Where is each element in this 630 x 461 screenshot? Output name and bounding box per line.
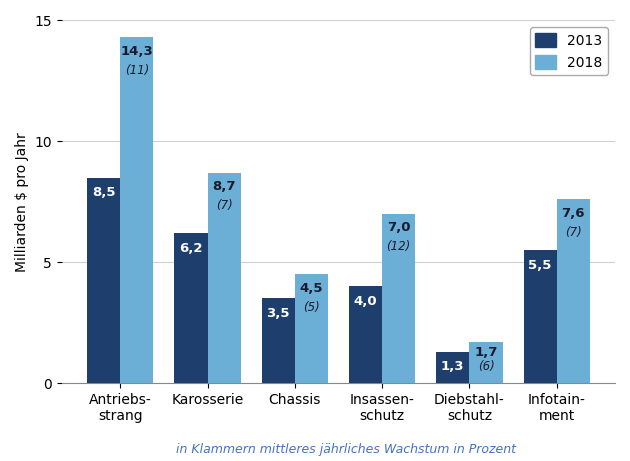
Text: 14,3: 14,3 [120,45,153,58]
Text: 4,5: 4,5 [300,282,323,295]
Bar [469,342,503,383]
Bar [557,199,590,383]
Y-axis label: Milliarden $ pro Jahr: Milliarden $ pro Jahr [15,132,29,272]
Bar [87,177,120,383]
Bar [524,250,557,383]
Text: 8,5: 8,5 [92,186,115,199]
Text: 1,3: 1,3 [441,360,464,373]
Text: 6,2: 6,2 [179,242,203,254]
Text: (6): (6) [478,360,495,373]
Text: (7): (7) [215,199,232,213]
Text: 5,5: 5,5 [529,259,552,272]
Bar [261,298,295,383]
Bar [349,286,382,383]
Text: 7,6: 7,6 [561,207,585,219]
Bar [120,37,153,383]
Text: 3,5: 3,5 [266,307,290,320]
Text: (11): (11) [125,64,149,77]
Text: 7,0: 7,0 [387,221,410,234]
Bar [175,233,207,383]
Text: 8,7: 8,7 [212,180,236,193]
Text: (7): (7) [565,226,581,239]
Text: 4,0: 4,0 [353,295,377,308]
Bar [382,214,415,383]
Legend: 2013, 2018: 2013, 2018 [530,28,608,75]
Text: 1,7: 1,7 [474,346,498,359]
Bar [207,173,241,383]
Text: in Klammern mittleres jährliches Wachstum in Prozent: in Klammern mittleres jährliches Wachstu… [176,443,517,456]
Bar [295,274,328,383]
Bar [436,352,469,383]
Text: (5): (5) [303,301,320,314]
Text: (12): (12) [387,241,411,254]
